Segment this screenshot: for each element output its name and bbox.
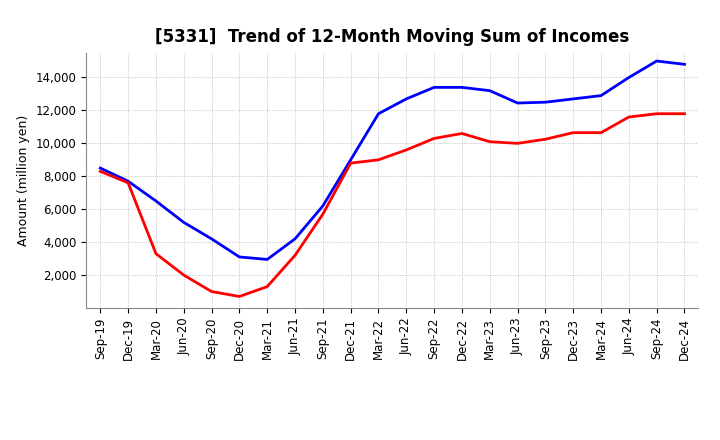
Ordinary Income — [374, 111, 383, 116]
Ordinary Income — [346, 157, 355, 162]
Y-axis label: Amount (million yen): Amount (million yen) — [17, 115, 30, 246]
Net Income — [235, 294, 243, 299]
Net Income — [624, 114, 633, 120]
Ordinary Income — [318, 203, 327, 209]
Net Income — [263, 284, 271, 289]
Ordinary Income — [513, 100, 522, 106]
Net Income — [291, 253, 300, 258]
Line: Net Income: Net Income — [100, 114, 685, 297]
Net Income — [569, 130, 577, 135]
Net Income — [597, 130, 606, 135]
Net Income — [541, 136, 550, 142]
Ordinary Income — [624, 75, 633, 80]
Ordinary Income — [263, 257, 271, 262]
Net Income — [346, 161, 355, 166]
Net Income — [458, 131, 467, 136]
Net Income — [680, 111, 689, 116]
Ordinary Income — [680, 62, 689, 67]
Ordinary Income — [402, 96, 410, 102]
Net Income — [430, 136, 438, 141]
Ordinary Income — [541, 99, 550, 105]
Net Income — [513, 141, 522, 146]
Ordinary Income — [458, 85, 467, 90]
Ordinary Income — [569, 96, 577, 102]
Net Income — [124, 180, 132, 186]
Net Income — [179, 272, 188, 278]
Ordinary Income — [179, 220, 188, 225]
Net Income — [485, 139, 494, 144]
Ordinary Income — [485, 88, 494, 93]
Net Income — [152, 251, 161, 257]
Net Income — [402, 147, 410, 153]
Ordinary Income — [235, 254, 243, 260]
Ordinary Income — [597, 93, 606, 98]
Net Income — [96, 169, 104, 174]
Ordinary Income — [96, 165, 104, 171]
Ordinary Income — [124, 179, 132, 184]
Title: [5331]  Trend of 12-Month Moving Sum of Incomes: [5331] Trend of 12-Month Moving Sum of I… — [156, 28, 629, 46]
Ordinary Income — [207, 236, 216, 242]
Net Income — [318, 212, 327, 217]
Ordinary Income — [652, 59, 661, 64]
Line: Ordinary Income: Ordinary Income — [100, 61, 685, 260]
Net Income — [207, 289, 216, 294]
Ordinary Income — [430, 85, 438, 90]
Net Income — [374, 157, 383, 162]
Ordinary Income — [291, 236, 300, 242]
Ordinary Income — [152, 198, 161, 204]
Net Income — [652, 111, 661, 116]
